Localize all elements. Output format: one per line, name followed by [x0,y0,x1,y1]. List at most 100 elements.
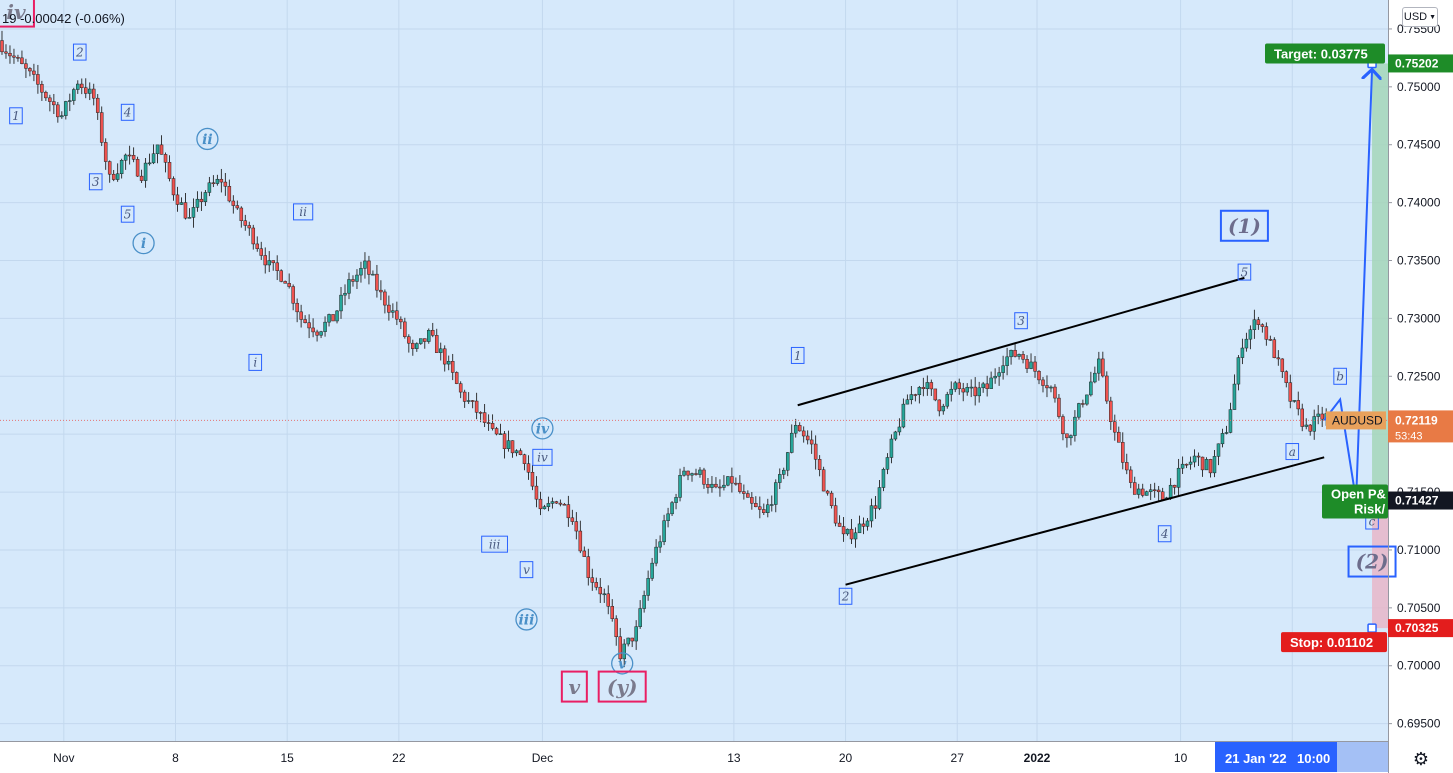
candle[interactable] [163,152,168,173]
candle[interactable] [434,328,439,353]
candle[interactable] [1029,353,1033,370]
candle[interactable] [957,378,961,395]
candle[interactable] [698,467,702,478]
candle[interactable] [64,100,68,120]
candle[interactable] [423,338,427,349]
candle[interactable] [211,175,216,188]
candle[interactable] [845,528,850,536]
candle[interactable] [311,318,315,338]
candle[interactable] [650,557,654,581]
candle[interactable] [690,472,694,482]
candle[interactable] [558,499,563,507]
candle[interactable] [901,398,906,429]
candle[interactable] [1292,400,1297,403]
candle[interactable] [395,301,399,326]
candle[interactable] [674,493,678,510]
candle[interactable] [1204,457,1209,471]
candle[interactable] [44,90,48,101]
candle[interactable] [833,497,838,527]
candle[interactable] [598,578,603,603]
candle[interactable] [16,54,20,62]
wave-label[interactable]: (2) [1347,545,1397,578]
candle[interactable] [466,392,471,404]
candle[interactable] [618,627,622,666]
candle[interactable] [175,186,180,212]
candle[interactable] [1009,349,1013,365]
candle[interactable] [415,342,419,352]
candle[interactable] [231,195,236,214]
candle[interactable] [714,477,718,489]
candle[interactable] [1045,375,1049,398]
candle[interactable] [722,475,726,491]
wave-label[interactable]: (y) [597,670,647,703]
candle[interactable] [1244,332,1249,352]
candle[interactable] [937,399,942,417]
candle[interactable] [498,423,503,435]
candle[interactable] [1037,370,1041,385]
plot-background[interactable] [0,0,1388,741]
candle[interactable] [562,502,567,506]
candle[interactable] [941,403,946,415]
candle[interactable] [243,214,248,231]
candle[interactable] [530,464,535,491]
time-badge[interactable] [1215,742,1337,772]
wave-label[interactable]: 4 [1157,525,1172,543]
candle[interactable] [1156,485,1161,502]
candle[interactable] [343,284,347,306]
candle[interactable] [1025,355,1029,373]
candle[interactable] [151,144,156,165]
candle[interactable] [626,637,630,647]
candle[interactable] [371,270,375,276]
candle[interactable] [72,87,76,105]
wave-label[interactable]: i [248,353,263,371]
wave-label[interactable]: ii [293,203,314,221]
candle[interactable] [191,198,196,228]
candle[interactable] [1128,466,1133,489]
candle[interactable] [147,153,152,166]
candle[interactable] [510,440,515,458]
candle[interactable] [1101,351,1105,378]
candle[interactable] [159,135,164,155]
candle[interactable] [1005,347,1009,376]
candle[interactable] [1280,358,1285,379]
candle[interactable] [107,160,112,183]
wave-label[interactable]: iv [531,417,554,440]
candle[interactable] [99,106,104,147]
candle[interactable] [1184,463,1189,469]
candle[interactable] [271,260,275,271]
candle[interactable] [538,491,543,516]
candle[interactable] [682,466,686,477]
wave-label[interactable]: 2 [72,43,87,61]
candle[interactable] [646,570,650,601]
candle[interactable] [981,381,985,393]
candle[interactable] [1232,374,1237,410]
candle[interactable] [1276,350,1281,366]
candle[interactable] [785,451,790,477]
candle[interactable] [203,190,208,206]
candle[interactable] [578,520,583,554]
candle[interactable] [68,93,72,112]
candle[interactable] [24,58,28,78]
wave-label[interactable]: v [560,670,588,703]
candle[interactable] [111,169,116,182]
candle[interactable] [885,453,890,475]
candle[interactable] [542,504,547,510]
candle[interactable] [438,342,443,361]
candle[interactable] [279,269,283,283]
candle[interactable] [474,392,479,420]
candle[interactable] [295,298,299,323]
candle[interactable] [1136,483,1141,499]
candle[interactable] [518,448,523,456]
candle[interactable] [1109,396,1113,430]
candle[interactable] [985,375,989,397]
candle[interactable] [534,476,539,508]
candle[interactable] [1240,338,1245,365]
candle[interactable] [909,385,914,405]
candle[interactable] [829,490,834,509]
wave-label[interactable]: iv [0,0,35,28]
candle[interactable] [1117,426,1121,443]
candle[interactable] [877,480,882,511]
candle[interactable] [219,168,224,193]
candle[interactable] [215,174,220,186]
